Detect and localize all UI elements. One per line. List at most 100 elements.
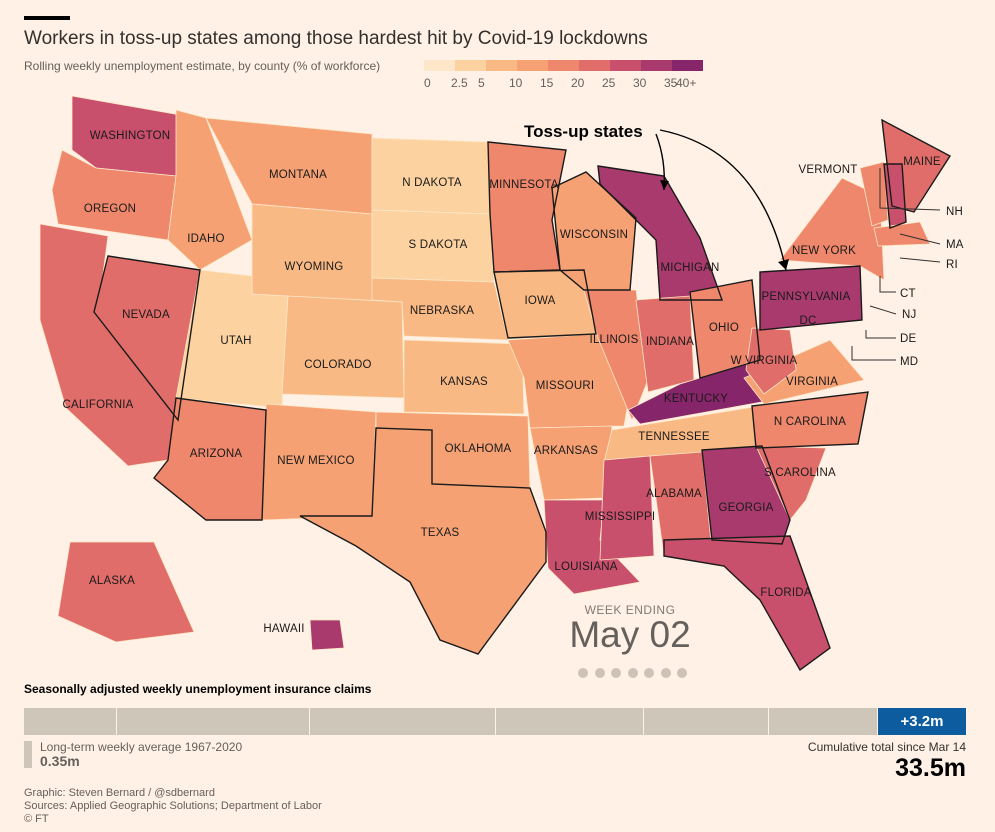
leader-line [899, 233, 941, 245]
credit-graphic: Graphic: Steven Bernard / @sdbernard [24, 787, 215, 799]
state-label: IOWA [524, 295, 555, 307]
state-label: VIRGINIA [786, 376, 838, 388]
legend-swatch [579, 60, 610, 71]
week-dot[interactable] [677, 668, 687, 678]
state-label: CT [900, 288, 916, 300]
claims-week-segment [310, 708, 496, 735]
state-label: N DAKOTA [402, 177, 462, 189]
legend-tick: 15 [540, 76, 554, 90]
claims-week-segment [496, 708, 644, 735]
state-label: CALIFORNIA [62, 399, 133, 411]
claims-week-segment [24, 708, 117, 735]
state-label: OHIO [709, 322, 739, 334]
week-dot[interactable] [627, 668, 638, 678]
legend-tick: 0 [424, 76, 431, 90]
legend-tick: 10 [509, 76, 523, 90]
chart-subtitle: Rolling weekly unemployment estimate, by… [24, 59, 381, 73]
cumulative-value: 33.5m [895, 754, 966, 782]
week-dot[interactable] [644, 668, 654, 678]
week-dot[interactable] [611, 668, 621, 678]
leader-line [865, 330, 896, 339]
tossup-outline [663, 535, 831, 672]
legend-tick: 30 [633, 76, 647, 90]
state-label: IDAHO [187, 233, 224, 245]
state-label: W VIRGINIA [731, 355, 798, 367]
state-label: MONTANA [269, 169, 327, 181]
average-marker [24, 741, 32, 768]
week-dot[interactable] [578, 668, 588, 678]
state-label: NEBRASKA [410, 305, 474, 317]
claims-current-week: +3.2m [878, 708, 966, 735]
state-label: COLORADO [304, 359, 371, 371]
state-label: TENNESSEE [638, 431, 710, 443]
legend-swatch [455, 60, 486, 71]
callout-arrow [659, 129, 787, 271]
legend-tick: 20 [571, 76, 585, 90]
state-mississippi [599, 455, 655, 561]
us-map: WASHINGTON OREGON CALIFORNIA NEVADA IDAHO MON… [39, 95, 964, 672]
tossup-outline [883, 163, 907, 229]
state-label: ARKANSAS [534, 445, 598, 457]
state-label: MISSOURI [536, 380, 594, 392]
state-label: KENTUCKY [664, 393, 728, 405]
week-stepper[interactable] [578, 665, 694, 683]
state-label: OKLAHOMA [445, 443, 512, 455]
state-label: WASHINGTON [90, 130, 171, 142]
state-vermont [859, 161, 889, 227]
tossup-outline [701, 445, 791, 545]
legend-swatch [641, 60, 672, 71]
state-label: LOUISIANA [554, 561, 617, 573]
state-label: PENNSYLVANIA [762, 291, 851, 303]
state-label: DE [900, 333, 917, 345]
chart-title: Workers in toss-up states among those ha… [24, 28, 648, 49]
week-dot[interactable] [594, 668, 605, 678]
state-label: INDIANA [646, 336, 694, 348]
state-label: OREGON [84, 203, 136, 215]
state-label: MISSISSIPPI [585, 511, 656, 523]
state-label: WISCONSIN [560, 229, 628, 241]
claims-week-segment [644, 708, 769, 735]
state-s-carolina [755, 445, 827, 521]
arrowhead [778, 259, 789, 270]
legend-swatch [517, 60, 548, 71]
state-label: HAWAII [263, 623, 304, 635]
state-alaska [57, 541, 195, 643]
state-nebraska [371, 277, 509, 341]
state-label: DC [799, 315, 816, 327]
state-label: NEW YORK [792, 245, 856, 257]
average-label: Long-term weekly average 1967-2020 [40, 740, 243, 754]
leader-line [851, 346, 896, 361]
legend-swatch [424, 60, 455, 71]
state-virginia [743, 339, 865, 405]
legend-swatch [610, 60, 641, 71]
legend-tick: 35 [664, 76, 678, 90]
state-kansas [403, 339, 525, 415]
claims-week-segment [117, 708, 310, 735]
state-wyoming [251, 203, 373, 305]
tossup-outline [493, 269, 597, 339]
legend-tick: 40+ [676, 76, 697, 90]
state-label: NJ [902, 309, 916, 321]
state-colorado [281, 295, 405, 399]
tossup-outline [299, 427, 547, 655]
week-dot[interactable] [660, 668, 671, 678]
state-label: KANSAS [440, 376, 488, 388]
credit-sources: Sources: Applied Geographic Solutions; D… [24, 800, 322, 812]
state-label: VERMONT [799, 164, 858, 176]
legend-tick: 2.5 [451, 76, 468, 90]
arrowhead [660, 180, 669, 190]
state-label: S DAKOTA [409, 239, 468, 251]
state-label: MINNESOTA [489, 179, 558, 191]
state-label: ILLINOIS [590, 334, 639, 346]
tossup-callout: Toss-up states [524, 122, 643, 141]
state-label: GEORGIA [718, 502, 773, 514]
state-label: N CAROLINA [774, 416, 846, 428]
leader-line [899, 257, 941, 263]
cumulative-label: Cumulative total since Mar 14 [807, 740, 966, 754]
credit-copyright: © FT [24, 813, 49, 825]
legend-swatch [548, 60, 579, 71]
state-n-dakota [371, 137, 491, 215]
leader-line [869, 305, 897, 315]
claims-week-segment [769, 708, 878, 735]
week-ending-label: WEEK ENDING [584, 603, 676, 617]
